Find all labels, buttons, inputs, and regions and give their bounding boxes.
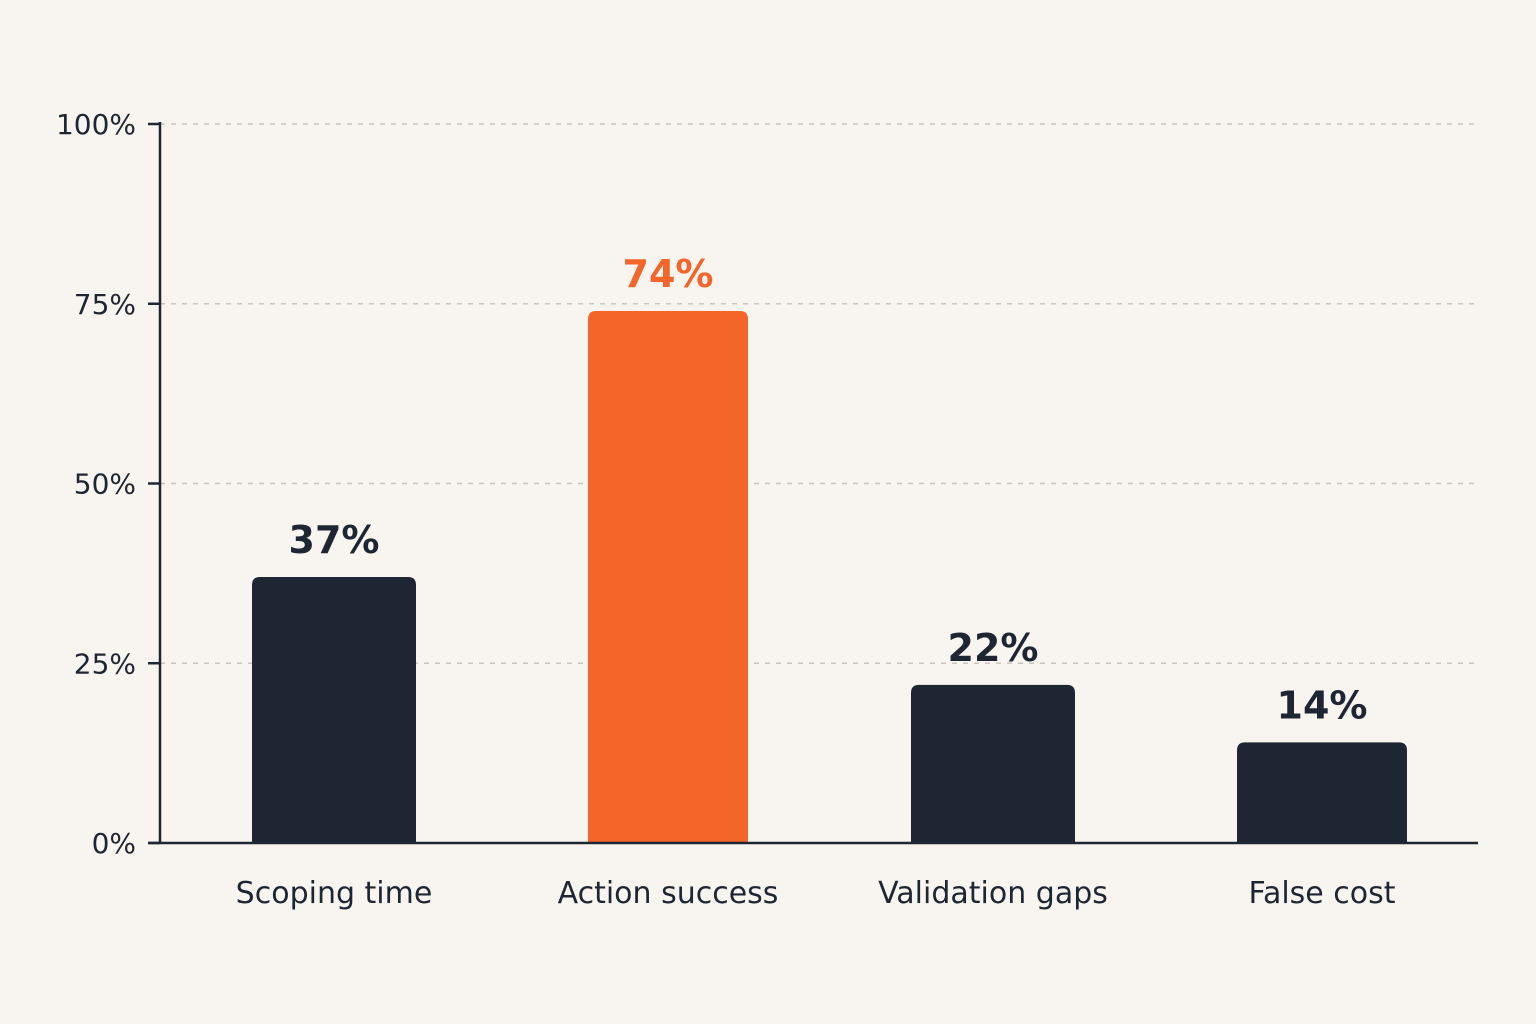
value-label: 14% xyxy=(1277,683,1368,727)
category-label: Action success xyxy=(558,876,779,911)
y-tick-label: 25% xyxy=(74,647,136,680)
value-label: 37% xyxy=(289,518,380,562)
y-tick-label: 0% xyxy=(92,827,136,860)
value-label: 74% xyxy=(623,252,714,296)
axes xyxy=(148,122,1478,845)
bar-action-success xyxy=(588,310,748,843)
value-label: 22% xyxy=(948,626,1039,670)
category-label: Validation gaps xyxy=(878,876,1108,911)
bars xyxy=(252,310,1407,843)
bar-validation-gaps xyxy=(911,684,1075,843)
y-tick-label: 100% xyxy=(56,108,136,141)
labels: 0% 25% 50% 75% 100% 37% Scoping time 74% Action … xyxy=(56,108,1396,911)
bar-false-cost xyxy=(1237,742,1407,843)
category-label: False cost xyxy=(1248,876,1395,911)
bar-scoping-time xyxy=(252,576,416,843)
y-tick-label: 50% xyxy=(74,468,136,501)
category-label: Scoping time xyxy=(236,876,433,911)
y-tick-label: 75% xyxy=(74,288,136,321)
